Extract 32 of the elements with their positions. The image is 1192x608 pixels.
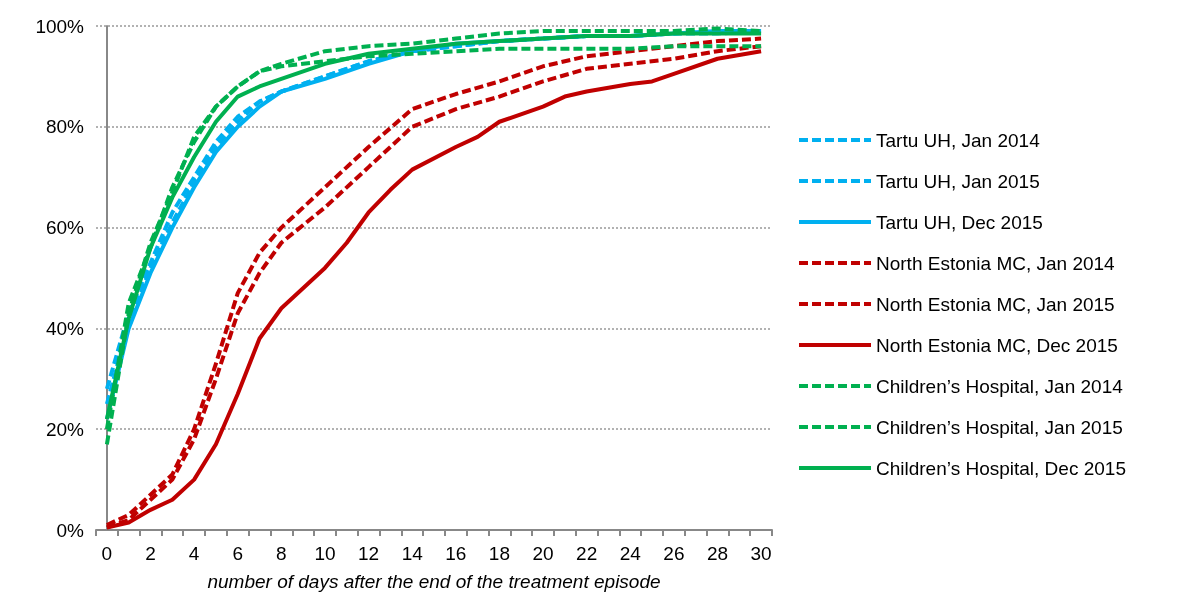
x-tick-label: 6 — [232, 543, 244, 564]
x-tick-label: 10 — [314, 543, 336, 564]
x-tick-label: 22 — [576, 543, 598, 564]
x-tick-label: 2 — [145, 543, 156, 564]
x-tick-label: 8 — [276, 543, 287, 564]
x-tick-label: 14 — [401, 543, 424, 564]
legend-label: North Estonia MC, Dec 2015 — [876, 334, 1118, 356]
x-tick-label: 12 — [358, 543, 380, 564]
y-tick-label: 80% — [45, 116, 85, 138]
x-tick-label: 4 — [188, 543, 200, 564]
legend-label: North Estonia MC, Jan 2014 — [876, 252, 1116, 274]
legend-label: Children’s Hospital, Dec 2015 — [876, 457, 1126, 479]
legend-label: Tartu UH, Jan 2015 — [876, 170, 1040, 192]
x-tick-label: 28 — [706, 543, 729, 564]
legend-label: North Estonia MC, Jan 2015 — [876, 293, 1115, 315]
legend-label: Tartu UH, Dec 2015 — [876, 211, 1043, 233]
x-tick-label: 30 — [750, 543, 772, 564]
x-axis-title: number of days after the end of the treatment episode — [207, 571, 661, 592]
x-tick-label: 18 — [488, 543, 510, 564]
x-tick-label: 0 — [101, 543, 113, 564]
y-tick-label: 0% — [56, 519, 85, 541]
legend-label: Children’s Hospital, Jan 2014 — [876, 375, 1124, 397]
y-tick-label: 60% — [45, 217, 85, 239]
legend-label: Children’s Hospital, Jan 2015 — [876, 416, 1123, 438]
x-tick-label: 26 — [663, 543, 685, 564]
y-tick-label: 40% — [45, 317, 85, 339]
legend-label: Tartu UH, Jan 2014 — [876, 129, 1041, 151]
x-tick-label: 16 — [445, 543, 467, 564]
y-tick-label: 20% — [45, 418, 85, 440]
x-tick-label: 24 — [619, 543, 642, 564]
x-tick-label: 20 — [532, 543, 554, 564]
y-tick-label: 100% — [35, 15, 85, 37]
